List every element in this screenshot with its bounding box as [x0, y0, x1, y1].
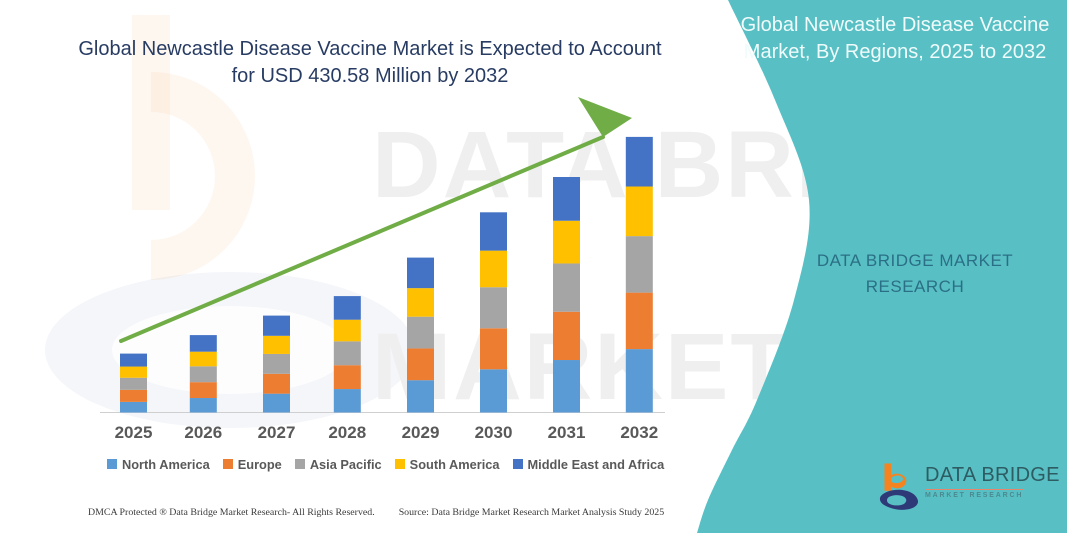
svg-text:2026: 2026	[184, 423, 222, 442]
svg-text:2028: 2028	[328, 423, 366, 442]
svg-text:2030: 2030	[475, 423, 513, 442]
svg-text:2029: 2029	[402, 423, 440, 442]
svg-text:2025: 2025	[115, 423, 153, 442]
svg-text:2032: 2032	[620, 423, 658, 442]
svg-text:2031: 2031	[548, 423, 586, 442]
svg-text:2027: 2027	[258, 423, 296, 442]
